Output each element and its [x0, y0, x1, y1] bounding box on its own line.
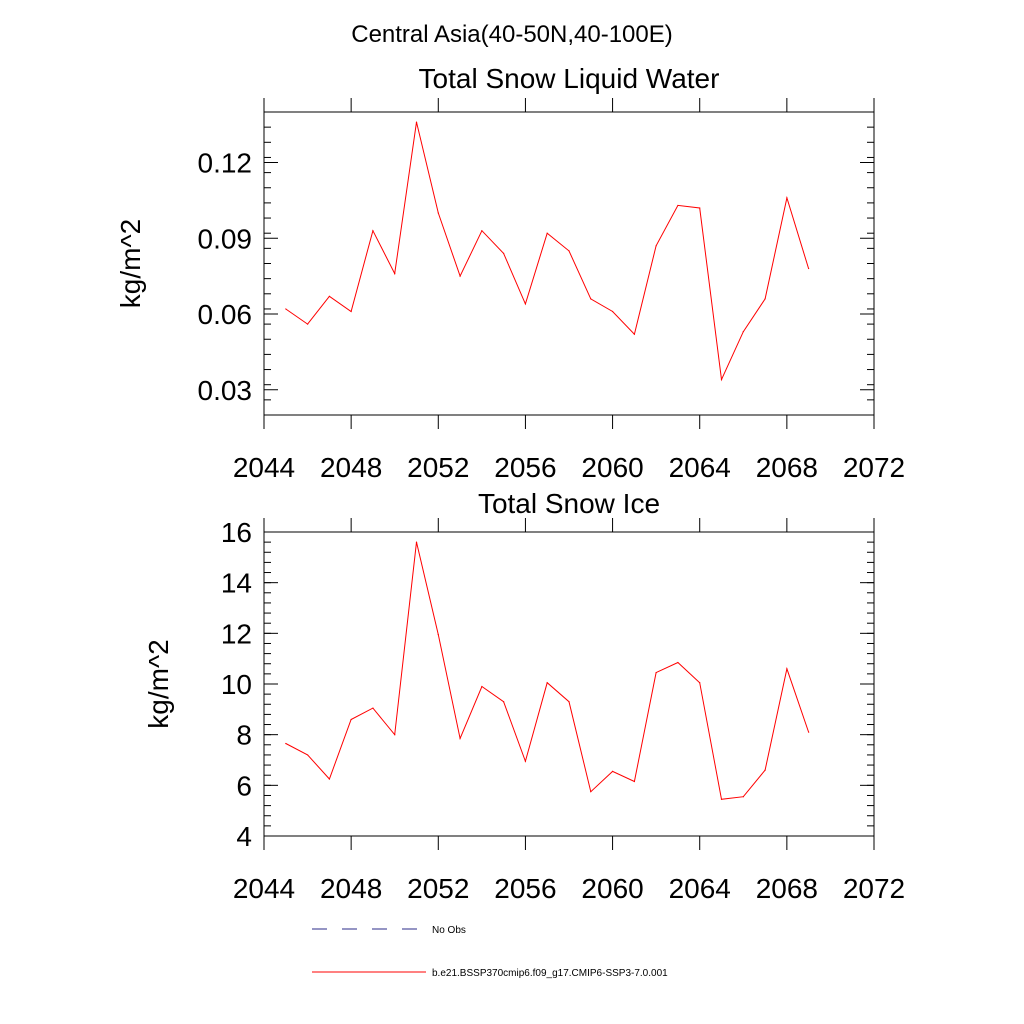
plot-frame — [263, 531, 875, 837]
data-point — [437, 212, 439, 214]
x-tick-label: 2056 — [494, 873, 556, 904]
y-tick-label: 0.03 — [198, 375, 253, 406]
data-point — [394, 273, 396, 275]
data-point — [699, 207, 701, 209]
legend-label-model-run: b.e21.BSSP370cmip6.f09_g17.CMIP6-SSP3-7.… — [432, 968, 668, 979]
legend-label-no-obs: No Obs — [432, 925, 466, 936]
chart-panel-snow-ice: Total Snow Ice 2044 2048 2052 2056 2060 2064 20… — [143, 488, 905, 904]
chart-title: Total Snow Liquid Water — [419, 63, 720, 94]
data-point — [415, 121, 418, 123]
data-point — [372, 707, 374, 709]
data-point — [524, 760, 527, 762]
y-tick-label: 16 — [221, 517, 252, 548]
data-point — [590, 298, 592, 300]
data-point — [394, 734, 396, 736]
y-axis-label: kg/m^2 — [115, 219, 146, 308]
data-point — [568, 701, 570, 703]
data-point — [285, 742, 287, 745]
data-point — [350, 310, 352, 313]
y-tick-label: 12 — [221, 618, 252, 649]
data-point — [459, 737, 461, 740]
figure-title: Central Asia(40-50N,40-100E) — [351, 21, 673, 48]
y-tick-label: 14 — [221, 568, 252, 599]
data-point — [786, 668, 788, 670]
legend-entry-no-obs: No Obs — [312, 925, 466, 936]
data-point — [699, 682, 701, 684]
data-point — [764, 298, 766, 300]
data-point — [742, 331, 744, 333]
data-point — [546, 682, 548, 684]
y-tick-label: 6 — [236, 770, 252, 801]
data-point — [503, 252, 505, 254]
series-line — [285, 121, 810, 382]
data-point — [786, 197, 788, 199]
data-point — [742, 796, 744, 798]
series-line — [285, 541, 810, 800]
data-point — [372, 230, 374, 232]
x-tick-label: 2068 — [756, 452, 818, 483]
data-point — [481, 685, 483, 688]
x-tick-label: 2044 — [233, 873, 295, 904]
data-point — [459, 275, 461, 277]
data-point — [655, 245, 657, 247]
x-tick-label: 2060 — [581, 873, 643, 904]
data-point — [481, 230, 483, 232]
data-point — [655, 672, 657, 674]
data-point — [568, 250, 570, 252]
legend: No Obs b.e21.BSSP370cmip6.f09_g17.CMIP6-… — [312, 925, 668, 979]
y-tick-label: 0.12 — [198, 148, 253, 179]
x-tick-label: 2052 — [407, 873, 469, 904]
data-point — [524, 303, 527, 305]
x-tick-label: 2072 — [843, 873, 905, 904]
x-tick-label: 2060 — [581, 452, 643, 483]
data-point — [633, 333, 635, 335]
data-point — [720, 798, 723, 800]
data-point — [306, 754, 309, 756]
data-point — [720, 379, 723, 381]
x-tick-label: 2068 — [756, 873, 818, 904]
chart-panel-snow-liquid-water: Total Snow Liquid Water 2044 2048 2052 2056 2… — [115, 63, 905, 483]
data-point — [415, 541, 418, 543]
data-point — [808, 267, 810, 270]
data-point — [546, 232, 548, 234]
data-point — [590, 791, 592, 793]
y-tick-label: 0.09 — [198, 223, 253, 254]
legend-entry-model-run: b.e21.BSSP370cmip6.f09_g17.CMIP6-SSP3-7.… — [312, 968, 668, 979]
data-point — [764, 769, 766, 771]
data-point — [306, 323, 309, 325]
data-point — [808, 731, 810, 733]
data-point — [611, 310, 614, 313]
data-point — [328, 778, 330, 780]
x-tick-label: 2064 — [669, 452, 731, 483]
x-tick-label: 2052 — [407, 452, 469, 483]
data-point — [328, 295, 330, 297]
x-tick-label: 2072 — [843, 452, 905, 483]
data-point — [677, 204, 679, 207]
y-tick-label: 10 — [221, 669, 252, 700]
data-point — [633, 780, 635, 783]
y-tick-label: 0.06 — [198, 299, 253, 330]
y-tick-label: 4 — [236, 821, 252, 852]
data-point — [350, 718, 352, 721]
x-tick-label: 2044 — [233, 452, 295, 483]
chart-title: Total Snow Ice — [478, 488, 660, 519]
x-tick-label: 2056 — [494, 452, 556, 483]
x-tick-label: 2048 — [320, 873, 382, 904]
data-point — [503, 701, 505, 703]
data-point — [611, 770, 614, 773]
data-point — [285, 308, 287, 310]
data-point — [437, 634, 439, 636]
x-tick-label: 2064 — [669, 873, 731, 904]
y-axis-label: kg/m^2 — [143, 639, 174, 728]
y-tick-label: 8 — [236, 720, 252, 751]
data-point — [677, 661, 679, 664]
x-tick-label: 2048 — [320, 452, 382, 483]
plot-frame — [263, 111, 875, 416]
